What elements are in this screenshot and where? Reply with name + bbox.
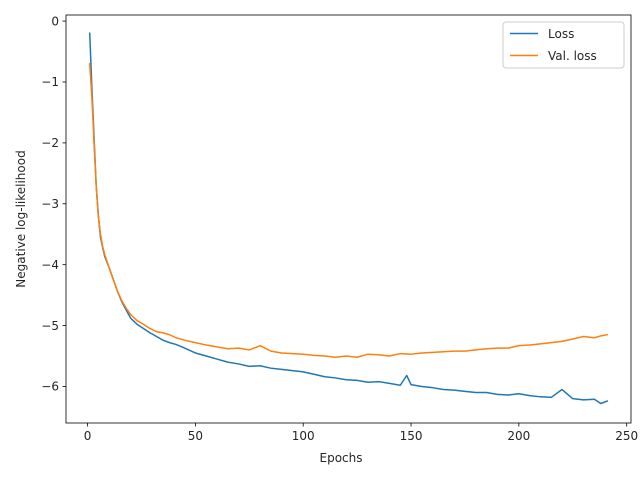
x-axis-label: Epochs [320,451,363,465]
x-tick-label: 100 [292,429,315,443]
legend: Loss Val. loss [502,21,625,69]
y-tick-label: −2 [41,136,59,150]
y-tick-label: 0 [51,14,59,28]
series-line-val-loss [88,62,609,358]
x-tick-label: 0 [84,429,92,443]
legend-label-loss: Loss [548,27,574,41]
y-axis: 0 −1 −2 −3 −4 −5 −6 [41,14,66,394]
y-tick-label: −5 [41,319,59,333]
x-tick-label: 250 [615,429,638,443]
y-axis-label: Negative log-likelihood [14,150,28,287]
y-tick-label: −4 [41,258,59,272]
series-layer [88,32,609,405]
y-tick-label: −1 [41,75,59,89]
x-tick-label: 50 [188,429,203,443]
plot-frame [65,14,632,424]
y-tick-label: −6 [41,380,59,394]
legend-label-val-loss: Val. loss [548,49,597,63]
x-axis: 0 50 100 150 200 250 [84,423,638,443]
y-tick-label: −3 [41,197,59,211]
x-tick-label: 200 [507,429,530,443]
x-tick-label: 150 [400,429,423,443]
